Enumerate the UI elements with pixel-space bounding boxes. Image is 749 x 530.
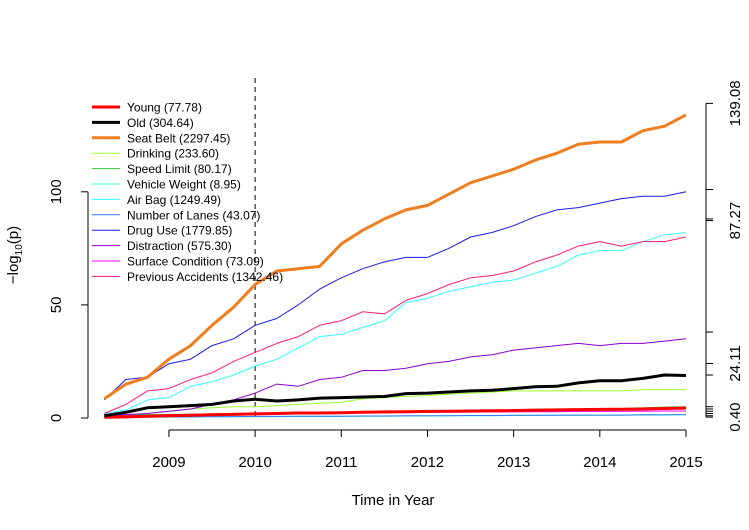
legend-label: Drug Use (1779.85) bbox=[127, 224, 232, 238]
legend-label: Previous Accidents (1342.46) bbox=[127, 270, 283, 284]
legend-label: Number of Lanes (43.07) bbox=[127, 208, 260, 222]
legend-label: Seat Belt (2297.45) bbox=[127, 131, 230, 145]
right-axis-label: 87.27 bbox=[727, 202, 744, 240]
right-axis-label: 24.11 bbox=[727, 345, 744, 381]
x-tick-label: 2009 bbox=[152, 454, 185, 471]
axes: 2009 2010 2011 2012 2013 2014 2015 0 50 100 139.08… bbox=[48, 80, 744, 471]
y-tick-label: 50 bbox=[48, 297, 65, 314]
y-axis-label-tail: (p) bbox=[5, 226, 22, 244]
legend-label: Drinking (233.60) bbox=[127, 147, 219, 161]
right-axis-label: 0.40 bbox=[727, 402, 744, 431]
legend-label: Vehicle Weight (8.95) bbox=[127, 178, 241, 192]
series-line bbox=[104, 414, 687, 418]
x-axis-label: Time in Year bbox=[352, 492, 435, 509]
x-tick-label: 2010 bbox=[238, 454, 271, 471]
x-tick-label: 2012 bbox=[411, 454, 444, 471]
y-tick-label: 100 bbox=[48, 179, 65, 204]
x-tick-label: 2013 bbox=[497, 454, 530, 471]
legend-label: Air Bag (1249.49) bbox=[127, 193, 221, 207]
y-axis-label-main: −log bbox=[5, 255, 22, 284]
series-line bbox=[104, 236, 687, 414]
x-tick-label: 2011 bbox=[325, 454, 357, 471]
series-line bbox=[104, 338, 687, 417]
series-line bbox=[103, 113, 687, 401]
y-axis-label: −log10(p) bbox=[5, 226, 25, 284]
series-line bbox=[103, 191, 687, 401]
legend-label: Speed Limit (80.17) bbox=[127, 162, 232, 176]
right-axis-label: 139.08 bbox=[727, 80, 744, 126]
series-line bbox=[104, 406, 687, 419]
legend-label: Young (77.78) bbox=[127, 101, 202, 115]
legend-label: Distraction (575.30) bbox=[127, 239, 232, 253]
legend-label: Old (304.64) bbox=[127, 116, 194, 130]
series-line bbox=[104, 389, 686, 418]
series-line bbox=[104, 373, 687, 418]
x-tick-label: 2015 bbox=[669, 454, 702, 471]
y-tick-label: 0 bbox=[48, 414, 65, 422]
legend: Young (77.78)Old (304.64)Seat Belt (2297… bbox=[92, 101, 283, 284]
x-tick-label: 2014 bbox=[583, 454, 616, 471]
legend-label: Surface Condition (73.09) bbox=[127, 255, 264, 269]
y-axis-label-sub: 10 bbox=[14, 244, 25, 256]
series-group bbox=[103, 113, 687, 419]
series-line bbox=[104, 232, 687, 414]
